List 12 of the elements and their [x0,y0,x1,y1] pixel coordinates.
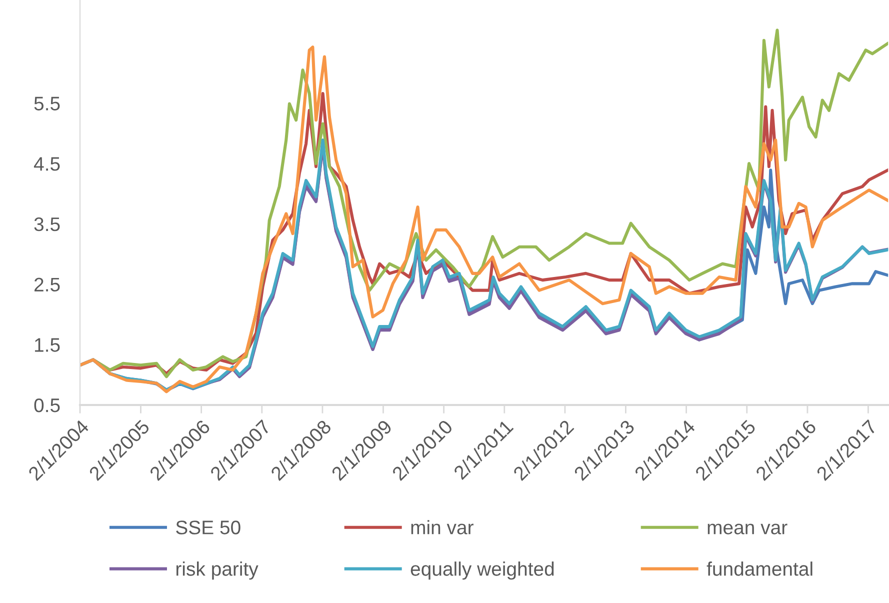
legend-label: fundamental [706,562,812,576]
legend-label: risk parity [176,562,258,580]
legend-label: SSE 50 [176,520,240,534]
y-tick-label: 5.5 [34,96,60,110]
y-tick-label: 3.5 [34,217,60,232]
y-tick-label: 2.5 [34,278,60,292]
y-tick-label: 4.5 [34,157,60,171]
legend-label: equally weighted [410,562,554,580]
legend-label: mean var [708,524,788,534]
legend-label: min var [411,520,474,534]
y-tick-label: 1.5 [35,338,60,352]
y-tick-label: 0.5 [34,398,60,412]
